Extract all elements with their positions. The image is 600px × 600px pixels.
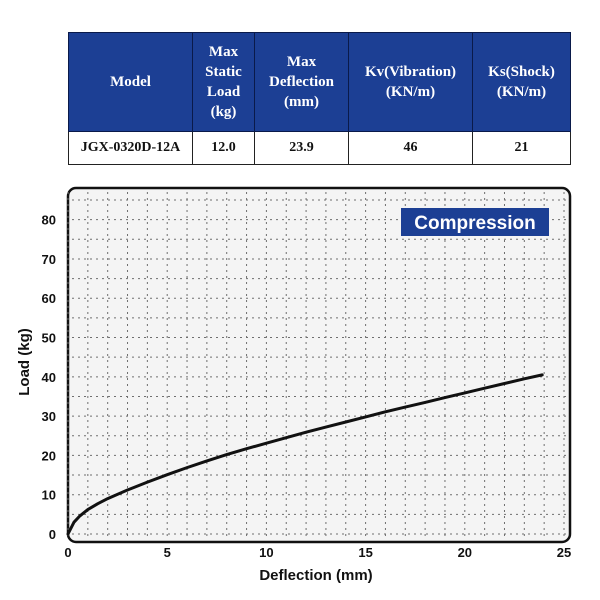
x-tick-label: 20 bbox=[458, 545, 472, 560]
y-tick-label: 50 bbox=[42, 331, 56, 346]
header-model: Model bbox=[68, 32, 193, 132]
spec-table: Model Max Static Load (kg) Max Deflectio… bbox=[68, 32, 571, 165]
y-tick-label: 40 bbox=[42, 370, 56, 385]
y-tick-label: 20 bbox=[42, 448, 56, 463]
y-tick-label: 80 bbox=[42, 213, 56, 228]
legend: Compression bbox=[401, 208, 549, 236]
tick-labels: 0 5 10 15 20 25 0 10 20 30 40 50 60 70 80 bbox=[42, 213, 572, 560]
x-tick-label: 5 bbox=[164, 545, 171, 560]
plot-frame bbox=[66, 186, 572, 544]
y-tick-label: 0 bbox=[49, 527, 56, 542]
header-max-static-load: Max Static Load (kg) bbox=[192, 32, 255, 132]
y-tick-label: 30 bbox=[42, 409, 56, 424]
x-tick-label: 10 bbox=[259, 545, 273, 560]
spec-data-row: JGX-0320D-12A 12.0 23.9 46 21 bbox=[68, 131, 571, 165]
cell-max-static-load: 12.0 bbox=[192, 131, 255, 165]
header-max-deflection: Max Deflection (mm) bbox=[254, 32, 349, 132]
x-tick-label: 15 bbox=[358, 545, 372, 560]
cell-max-deflection: 23.9 bbox=[254, 131, 349, 165]
header-ks-shock: Ks(Shock) (KN/m) bbox=[472, 32, 571, 132]
y-tick-label: 70 bbox=[42, 252, 56, 267]
y-tick-label: 60 bbox=[42, 291, 56, 306]
spec-header-row: Model Max Static Load (kg) Max Deflectio… bbox=[68, 32, 571, 132]
cell-model: JGX-0320D-12A bbox=[68, 131, 193, 165]
x-axis-title: Deflection (mm) bbox=[259, 567, 372, 584]
y-axis-title: Load (kg) bbox=[16, 328, 33, 396]
legend-label: Compression bbox=[414, 213, 535, 234]
cell-ks-shock: 21 bbox=[472, 131, 571, 165]
x-tick-label: 25 bbox=[557, 545, 571, 560]
legend-box bbox=[401, 208, 549, 236]
compression-curve bbox=[66, 373, 544, 536]
grid bbox=[67, 192, 566, 538]
y-tick-label: 10 bbox=[42, 488, 56, 503]
x-tick-label: 0 bbox=[64, 545, 71, 560]
cell-kv-vibration: 46 bbox=[348, 131, 473, 165]
header-kv-vibration: Kv(Vibration) (KN/m) bbox=[348, 32, 473, 132]
